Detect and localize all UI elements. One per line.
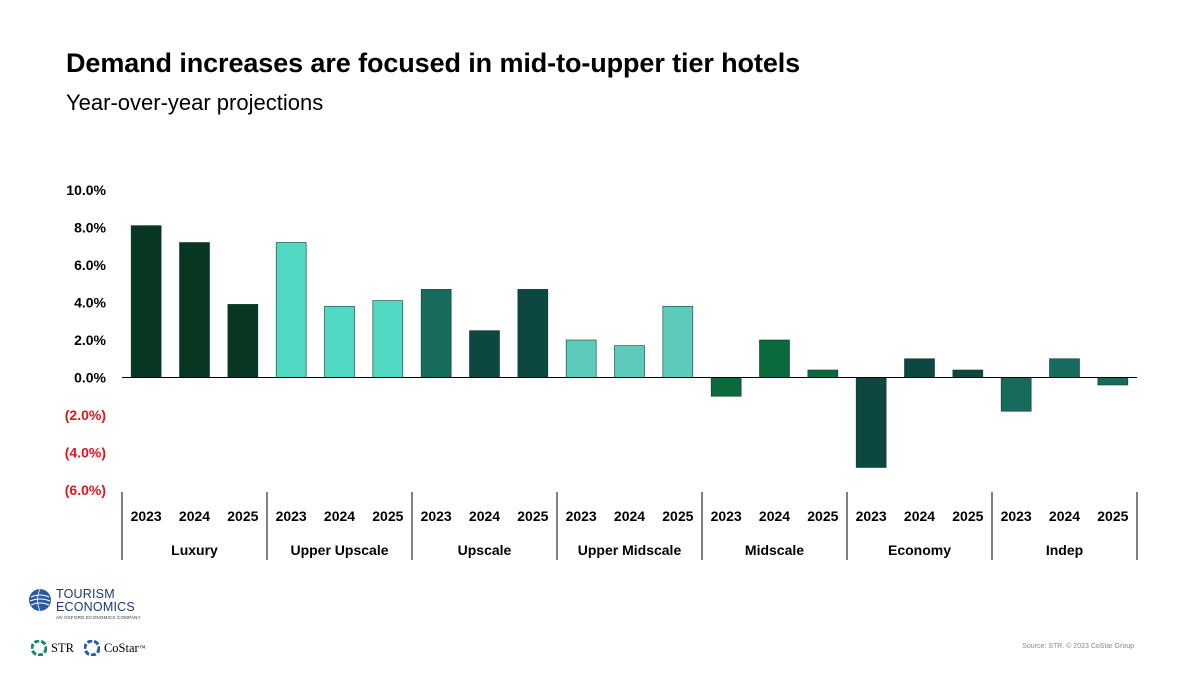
bar: [372, 300, 404, 378]
bar: [1000, 377, 1032, 412]
x-tick-label: 2024: [614, 508, 645, 524]
logo-line-1: TOURISM: [56, 587, 115, 601]
bar: [227, 304, 259, 378]
x-tick-label: 2025: [807, 508, 838, 524]
x-tick-label: 2024: [469, 508, 500, 524]
partner-logos: STR CoStar ™: [31, 640, 156, 656]
bar: [614, 345, 645, 378]
str-logo: STR: [31, 640, 74, 656]
x-tick-label: 2023: [421, 508, 452, 524]
x-tick-label: 2023: [1001, 508, 1032, 524]
category-label: Indep: [1046, 542, 1083, 558]
x-tick-label: 2025: [952, 508, 983, 524]
bar: [807, 369, 839, 378]
x-tick-label: 2025: [227, 508, 258, 524]
x-tick-label: 2024: [1049, 508, 1080, 524]
bar: [710, 377, 742, 397]
bar: [662, 305, 694, 378]
bar: [759, 339, 790, 378]
category-label: Economy: [888, 542, 951, 558]
str-icon: [31, 640, 47, 656]
x-tick-label: 2025: [517, 508, 548, 524]
category-label: Midscale: [745, 542, 804, 558]
category-label: Luxury: [171, 542, 218, 558]
bar: [952, 369, 984, 378]
bar: [904, 358, 935, 378]
y-tick-label: 6.0%: [74, 257, 106, 273]
costar-logo: CoStar ™: [83, 640, 146, 656]
x-tick-label: 2024: [179, 508, 210, 524]
category-label: Upper Upscale: [290, 542, 388, 558]
x-tick-label: 2024: [904, 508, 935, 524]
y-tick-label: 0.0%: [74, 370, 106, 386]
bar: [565, 339, 597, 378]
str-label: STR: [51, 640, 74, 655]
costar-tm: ™: [138, 644, 146, 652]
x-tick-label: 2023: [566, 508, 597, 524]
tourism-economics-logo: TOURISM ECONOMICS AN OXFORD ECONOMICS CO…: [28, 588, 141, 622]
bar: [130, 225, 162, 378]
bar: [275, 242, 307, 378]
globe-icon: [29, 588, 51, 612]
x-tick-label: 2024: [759, 508, 790, 524]
bar: [1097, 377, 1129, 386]
category-label: Upper Midscale: [578, 542, 682, 558]
y-tick-label: 2.0%: [74, 332, 106, 348]
category-label: Upscale: [458, 542, 512, 558]
logo-line-2: ECONOMICS: [56, 600, 135, 614]
bar: [517, 289, 549, 378]
bar: [855, 377, 887, 468]
y-tick-label: 4.0%: [74, 295, 106, 311]
y-tick-label: 10.0%: [66, 182, 106, 198]
x-tick-label: 2023: [856, 508, 887, 524]
x-tick-label: 2025: [662, 508, 693, 524]
x-tick-label: 2025: [372, 508, 403, 524]
x-tick-label: 2024: [324, 508, 355, 524]
bar: [1049, 358, 1080, 378]
bar: [420, 289, 452, 378]
x-tick-label: 2023: [711, 508, 742, 524]
x-tick-label: 2023: [131, 508, 162, 524]
bar: [324, 305, 355, 378]
source-note: Source: STR. © 2023 CoStar Group: [1022, 643, 1134, 650]
costar-icon: [83, 640, 100, 656]
y-tick-label: (2.0%): [65, 407, 106, 423]
costar-label: CoStar: [103, 640, 139, 655]
x-tick-label: 2025: [1097, 508, 1128, 524]
y-tick-label: (6.0%): [65, 482, 106, 498]
chart-subtitle: Year-over-year projections: [66, 90, 324, 115]
logo-line-3: AN OXFORD ECONOMICS COMPANY: [56, 615, 141, 620]
x-tick-label: 2023: [276, 508, 307, 524]
chart-title: Demand increases are focused in mid-to-u…: [66, 48, 801, 78]
y-tick-label: 8.0%: [74, 220, 106, 236]
y-tick-label: (4.0%): [65, 445, 106, 461]
bar: [179, 242, 210, 378]
bar: [469, 330, 500, 378]
